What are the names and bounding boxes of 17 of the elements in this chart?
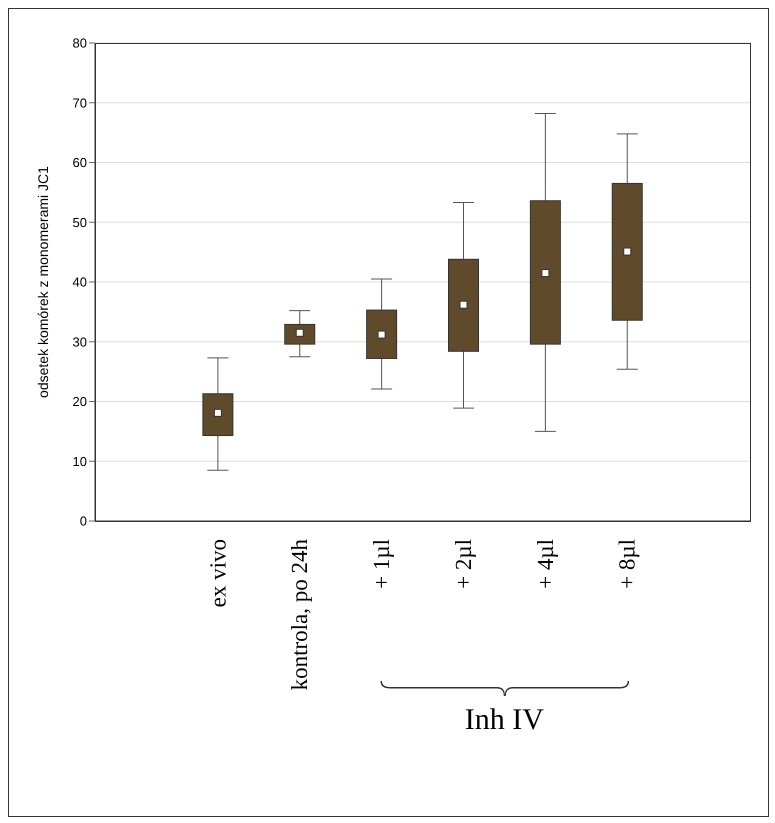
x-tick-label: ex vivo [205, 539, 230, 608]
y-axis-title: odsetek komórek z monomerami JC1 [34, 166, 51, 398]
x-tick-label: + 4µl [532, 539, 558, 589]
y-tick-label: 10 [72, 454, 87, 469]
y-tick-label: 80 [72, 36, 87, 51]
x-tick-label: + 1µl [369, 539, 394, 589]
y-tick-label: 20 [72, 394, 87, 410]
y-tick-label: 70 [72, 95, 87, 110]
y-tick-label: 60 [72, 155, 87, 170]
x-tick-label: kontrola, po 24h [287, 538, 312, 690]
y-tick-label: 40 [72, 274, 87, 290]
x-tick-label: + 2µl [450, 539, 476, 589]
y-tick-label: 0 [80, 514, 87, 529]
text: Inh IV [464, 703, 545, 737]
x-tick-label: + 8µl [614, 539, 640, 589]
y-tick-label: 30 [72, 334, 87, 350]
y-tick-label: 50 [72, 214, 87, 230]
